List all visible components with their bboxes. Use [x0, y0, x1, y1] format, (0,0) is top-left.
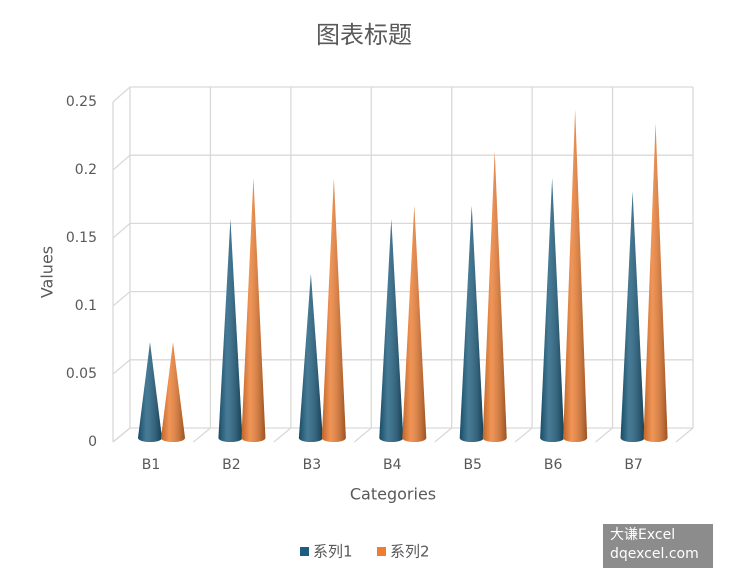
watermark: 大谦Excel	[610, 527, 675, 543]
floor-tick	[514, 427, 533, 443]
x-tick-label: B3	[303, 457, 322, 473]
cone-shade	[379, 219, 404, 442]
x-axis-label: Categories	[350, 485, 436, 504]
watermark-box	[603, 524, 713, 568]
cone-shade	[563, 109, 588, 443]
cone-shade	[321, 178, 346, 442]
x-tick-label: B7	[624, 457, 643, 473]
cone-shade	[482, 150, 507, 442]
chart-title: 图表标题	[316, 21, 412, 49]
legend-swatch	[377, 547, 386, 556]
grid-line	[112, 154, 131, 171]
floor-tick	[353, 427, 372, 443]
grid-line	[112, 427, 131, 443]
cone-shade	[402, 205, 427, 442]
y-tick-label: 0.2	[75, 162, 97, 178]
grid-line	[112, 222, 131, 239]
floor-tick	[273, 427, 292, 443]
y-tick-label: 0.15	[66, 230, 97, 246]
watermark: dqexcel.com	[610, 546, 699, 562]
grid-line	[112, 359, 131, 375]
cone-shade	[459, 205, 484, 442]
grid-line	[112, 291, 131, 307]
y-tick-label: 0.25	[66, 94, 97, 110]
y-tick-label: 0.05	[66, 366, 97, 382]
cone-shade	[138, 342, 162, 442]
cone-shade	[161, 342, 185, 442]
legend-label: 系列1	[313, 543, 353, 561]
floor-tick	[193, 427, 211, 443]
floor-tick	[434, 427, 453, 443]
cone-shade	[643, 123, 668, 443]
x-tick-label: B4	[383, 457, 402, 473]
legend-label: 系列2	[390, 543, 430, 561]
cone-shade	[218, 219, 243, 442]
cone-shade	[540, 178, 565, 442]
cone-shade	[620, 191, 645, 442]
floor-tick	[675, 427, 694, 443]
grid-line	[112, 86, 131, 103]
y-tick-label: 0	[88, 434, 97, 450]
x-tick-label: B6	[544, 457, 563, 473]
y-axis-label: Values	[38, 246, 57, 298]
y-tick-label: 0.1	[75, 298, 97, 314]
legend-swatch	[300, 547, 309, 556]
x-tick-label: B1	[142, 457, 161, 473]
x-tick-label: B5	[463, 457, 482, 473]
floor-tick	[595, 427, 613, 443]
cone-shade	[241, 178, 266, 442]
x-tick-label: B2	[222, 457, 241, 473]
cone-shade	[298, 273, 323, 442]
